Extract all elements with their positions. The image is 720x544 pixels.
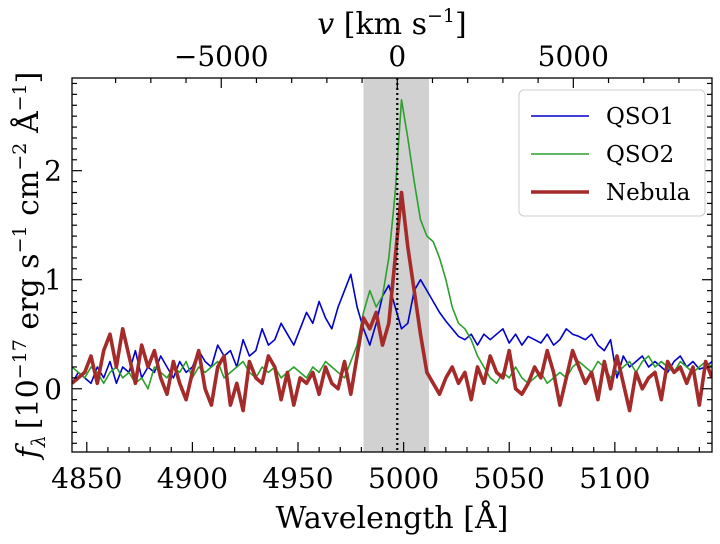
y-axis-label-exp3: −2 [9, 143, 31, 171]
x-tick-label: 4950 [262, 462, 333, 495]
legend-label-qso1: QSO1 [606, 104, 674, 130]
y-axis-label-exp1: −17 [9, 339, 31, 379]
top-axis-label-exponent: −1 [427, 5, 455, 27]
ticks-layer: 4850 4900 4950 5000 5050 5100 −5000 0 5000 0 1 2 [44, 40, 712, 495]
plot-frame [71, 77, 713, 453]
top-tick-label: 5000 [538, 40, 609, 73]
legend: QSO1 QSO2 Nebula [518, 89, 706, 217]
y-axis-label-exp2: −1 [9, 225, 31, 253]
top-tick-label: 0 [388, 40, 406, 73]
y-tick-label: 2 [44, 155, 62, 188]
y-axis-label-part4: Å [10, 111, 46, 143]
legend-label-qso2: QSO2 [606, 142, 674, 168]
series-line-nebula [72, 190, 712, 413]
top-axis-label-close: ] [455, 7, 467, 42]
y-axis-label: fλ[10−17 erg s−1 cm−2 Å−1] [9, 72, 50, 461]
top-axis-label: v [km s−1] [317, 5, 467, 42]
top-axis-label-symbol: v [317, 7, 334, 42]
y-axis-label-part5: ] [11, 72, 46, 84]
x-tick-label: 5050 [474, 462, 545, 495]
y-tick-label: 0 [44, 373, 62, 406]
x-tick-label: 4900 [157, 462, 228, 495]
x-tick-label: 5000 [368, 462, 439, 495]
legend-box [518, 89, 706, 217]
x-tick-label: 4850 [51, 462, 122, 495]
y-axis-label-part2: erg s [11, 253, 46, 339]
y-axis-label-part3: cm [11, 171, 46, 226]
y-axis-label-part1: [10 [11, 379, 46, 429]
y-axis-label-subscript: λ [28, 435, 50, 448]
x-axis-label: Wavelength [Å] [276, 500, 509, 536]
x-tick-label: 5100 [579, 462, 650, 495]
legend-label-nebula: Nebula [606, 180, 691, 206]
y-axis-label-exp4: −1 [9, 83, 31, 111]
top-tick-label: −5000 [174, 40, 269, 73]
top-axis-label-unit: [km s [344, 7, 427, 42]
series-layer [72, 99, 712, 413]
y-tick-label: 1 [44, 264, 62, 297]
